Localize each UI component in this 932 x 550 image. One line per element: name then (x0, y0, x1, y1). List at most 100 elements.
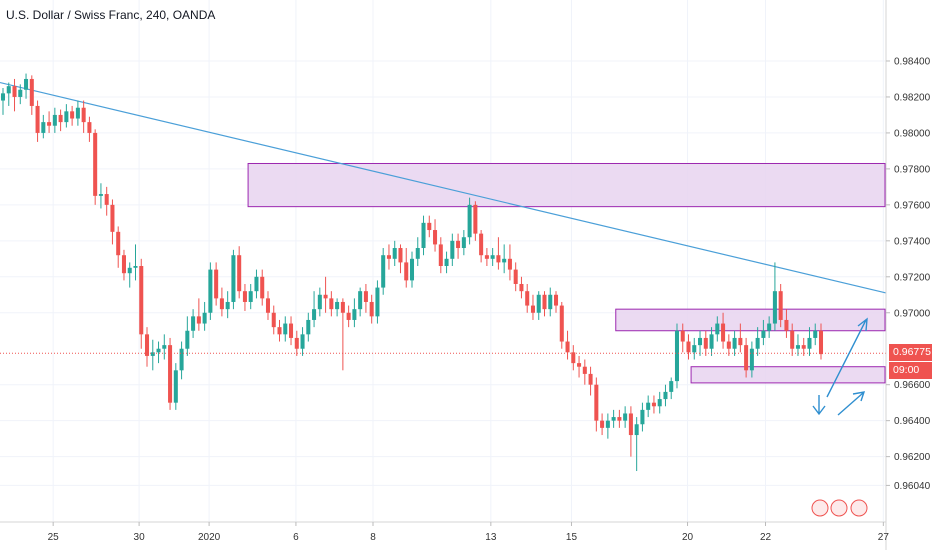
candle-body (686, 341, 691, 353)
candle-series (0, 73, 824, 472)
candle-body (133, 266, 138, 268)
arrow-up-icon[interactable] (826, 317, 868, 398)
time-tick-label: 20 (682, 532, 694, 543)
candle-body (525, 291, 530, 306)
candle-body (335, 301, 340, 310)
candle-body (496, 255, 501, 263)
candle-body (669, 381, 674, 392)
candle-body (651, 402, 656, 407)
candle-body (640, 409, 645, 425)
price-axis[interactable]: 0.98400 0.98200 0.98000 0.97800 0.97600 0.974… (886, 56, 931, 492)
candle-body (87, 122, 92, 133)
candle-body (767, 323, 772, 331)
candle-body (260, 276, 265, 299)
candle-body (530, 305, 535, 313)
time-axis[interactable]: 25 30 2020 6 8 13 15 20 22 27 (48, 522, 890, 543)
time-tick-label: 13 (485, 532, 497, 543)
candle-body (144, 334, 150, 356)
candle-body (208, 269, 213, 313)
candle-body (536, 294, 541, 313)
candle-body (398, 248, 403, 263)
candle-body (795, 345, 800, 349)
candle-body (778, 291, 783, 320)
candle-body (110, 204, 115, 232)
candle-body (680, 330, 685, 342)
candle-body (323, 294, 328, 299)
zone-rectangle[interactable] (615, 308, 886, 332)
trendline[interactable] (0, 81, 887, 294)
chart-title: U.S. Dollar / Swiss Franc, 240, OANDA (6, 8, 216, 22)
candle-body (628, 413, 633, 436)
candle-body (58, 114, 63, 123)
candle-body (571, 352, 576, 364)
candle-body (369, 301, 374, 317)
projection-arrows[interactable] (812, 317, 868, 416)
candle-body (29, 78, 34, 106)
economic-events[interactable] (811, 499, 868, 517)
candle-body (98, 194, 103, 196)
candle-body (801, 345, 806, 349)
candle-body (404, 262, 409, 281)
price-tick-label: 0.98000 (894, 128, 931, 139)
event-flag-icon[interactable] (811, 499, 829, 517)
candle-body (617, 417, 622, 421)
candle-body (433, 230, 438, 245)
candle-body (479, 233, 484, 256)
price-tick-label: 0.97400 (894, 236, 931, 247)
price-tick-label: 0.96600 (894, 380, 931, 391)
candle-body (490, 255, 495, 259)
price-tick-label: 0.96040 (894, 481, 931, 492)
candle-body (162, 345, 167, 349)
candle-body (202, 312, 207, 324)
candle-body (64, 111, 69, 123)
time-tick-label: 22 (760, 532, 772, 543)
arrow-up-icon[interactable] (837, 391, 866, 416)
candle-body (104, 194, 109, 205)
arrow-down-icon[interactable] (812, 395, 826, 416)
candle-body (427, 222, 432, 231)
candle-body (542, 294, 547, 310)
price-tick-label: 0.96200 (894, 452, 931, 463)
rectangle-zones[interactable] (247, 162, 886, 384)
candle-body (438, 244, 443, 266)
candle-body (214, 269, 219, 299)
candle-body (790, 330, 795, 349)
candle-body (703, 337, 708, 349)
candle-body (254, 276, 259, 292)
candle-body (271, 312, 276, 328)
price-tick-label: 0.96400 (894, 416, 931, 427)
zone-rectangle[interactable] (247, 162, 886, 208)
candle-body (715, 323, 720, 335)
candle-body (692, 345, 697, 353)
candle-body (392, 248, 397, 259)
candle-body (732, 337, 737, 349)
candle-body (173, 370, 178, 403)
candle-body (346, 312, 351, 320)
candle-body (818, 330, 824, 355)
candle-body (461, 237, 466, 249)
candle-body (283, 323, 288, 335)
candle-body (300, 334, 305, 349)
candle-body (35, 105, 40, 133)
candle-body (127, 267, 132, 274)
candle-body (0, 93, 6, 101)
candle-body (12, 86, 17, 97)
price-tick-label: 0.97200 (894, 272, 931, 283)
event-flag-icon[interactable] (830, 499, 848, 517)
candle-body (219, 298, 224, 310)
candle-body (340, 301, 345, 313)
candle-body (507, 258, 512, 270)
candle-body (81, 107, 86, 123)
event-flag-icon[interactable] (850, 499, 868, 517)
candle-body (121, 255, 126, 274)
candle-body (502, 258, 507, 263)
candle-body (484, 255, 489, 259)
candle-body (277, 327, 282, 335)
last-price-badge: 0.96775 (889, 344, 932, 361)
zone-rectangle[interactable] (690, 366, 886, 384)
candle-body (577, 363, 582, 367)
candle-body (409, 258, 415, 281)
candle-body (93, 132, 98, 196)
candle-body (726, 341, 731, 349)
